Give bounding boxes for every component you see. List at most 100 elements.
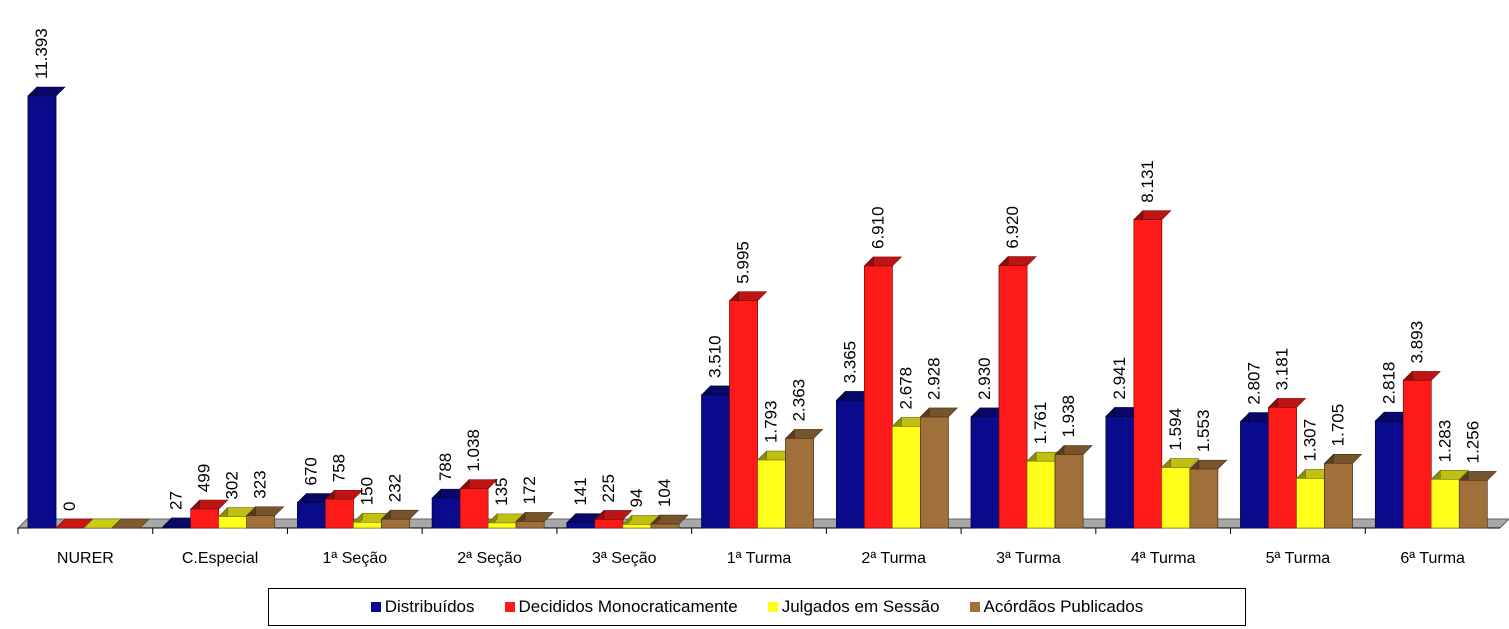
bar-front bbox=[970, 416, 1000, 529]
bar-front bbox=[246, 515, 276, 529]
data-label: 225 bbox=[599, 474, 618, 502]
bar-front bbox=[353, 522, 382, 529]
bar-front bbox=[1054, 454, 1084, 529]
bar-front bbox=[487, 522, 517, 529]
bar-front bbox=[729, 300, 758, 529]
legend-item-decididos: Decididos Monocraticamente bbox=[504, 597, 738, 617]
data-label: 0 bbox=[60, 502, 79, 511]
bar-front bbox=[757, 459, 786, 529]
bar-front bbox=[701, 394, 730, 529]
data-label: 2.807 bbox=[1245, 362, 1264, 405]
bar-front bbox=[325, 498, 354, 529]
legend-swatch-acordaos bbox=[969, 602, 980, 612]
x-tick-label: 4ª Turma bbox=[1131, 550, 1196, 567]
data-label: 2.930 bbox=[975, 357, 994, 400]
x-tick-label: 3ª Turma bbox=[996, 550, 1061, 567]
bar-front bbox=[381, 518, 410, 529]
bar-front bbox=[459, 488, 489, 529]
x-tick-label: 1ª Seção bbox=[322, 550, 387, 567]
bar-chart: 11.393 0 NURER 27 499 302 323 C.Especial 670 758 1… bbox=[16, 28, 1509, 567]
legend-item-acordaos: Acórdãos Publicados bbox=[969, 597, 1144, 617]
bar-front bbox=[1240, 421, 1269, 529]
legend: Distribuídos Decididos Monocraticamente … bbox=[268, 588, 1246, 626]
data-label: 27 bbox=[167, 491, 186, 510]
bar-front bbox=[1133, 219, 1163, 529]
x-tick-label: NURER bbox=[57, 550, 114, 567]
bar-front bbox=[1105, 416, 1135, 529]
data-label: 1.307 bbox=[1301, 419, 1320, 462]
data-label: 788 bbox=[436, 453, 455, 481]
data-label: 1.038 bbox=[464, 429, 483, 472]
legend-swatch-distribuidos bbox=[370, 602, 381, 612]
bar-zero bbox=[111, 518, 150, 529]
data-label: 104 bbox=[655, 479, 674, 507]
data-label: 11.393 bbox=[32, 28, 51, 79]
data-label: 135 bbox=[492, 478, 511, 506]
legend-swatch-decididos bbox=[504, 602, 515, 612]
bar-front bbox=[1268, 407, 1297, 529]
bar-front bbox=[218, 516, 248, 529]
data-label: 1.793 bbox=[762, 400, 781, 443]
data-label: 1.283 bbox=[1435, 420, 1454, 463]
x-tick-label: 2ª Turma bbox=[861, 550, 926, 567]
bar-front bbox=[566, 522, 596, 529]
data-label: 499 bbox=[195, 464, 214, 492]
data-label: 3.365 bbox=[840, 341, 859, 384]
data-label: 1.594 bbox=[1166, 408, 1185, 451]
x-tick-label: 3ª Seção bbox=[592, 550, 657, 567]
bar-front bbox=[1430, 479, 1460, 529]
bar-front bbox=[1189, 468, 1219, 529]
bar-front bbox=[1026, 460, 1056, 529]
data-label: 94 bbox=[627, 489, 646, 508]
bar-front bbox=[1458, 480, 1488, 529]
bar-front bbox=[515, 521, 545, 529]
data-label: 1.553 bbox=[1194, 410, 1213, 453]
data-label: 232 bbox=[385, 474, 404, 502]
legend-label-distribuidos: Distribuídos bbox=[384, 597, 475, 616]
legend-item-julgados: Julgados em Sessão bbox=[767, 597, 940, 617]
bar-front bbox=[594, 519, 624, 529]
bar-front bbox=[162, 526, 192, 529]
bar-front bbox=[1374, 420, 1404, 529]
bar-front bbox=[920, 416, 949, 529]
data-label: 2.928 bbox=[924, 357, 943, 400]
data-label: 1.938 bbox=[1059, 395, 1078, 438]
data-label: 1.761 bbox=[1031, 402, 1050, 445]
data-label: 2.818 bbox=[1379, 362, 1398, 405]
x-tick-label: 1ª Turma bbox=[727, 550, 792, 567]
bar-front bbox=[785, 438, 814, 529]
x-tick-label: 5ª Turma bbox=[1266, 550, 1331, 567]
bar-front bbox=[1296, 478, 1325, 529]
bar-front bbox=[998, 265, 1028, 529]
data-label: 1.705 bbox=[1329, 404, 1348, 447]
data-label: 1.256 bbox=[1463, 421, 1482, 464]
data-label: 3.181 bbox=[1273, 348, 1292, 391]
bar-front bbox=[431, 497, 461, 529]
bar-front bbox=[1324, 463, 1353, 529]
legend-label-decididos: Decididos Monocraticamente bbox=[518, 597, 738, 616]
bar-front bbox=[864, 265, 893, 529]
data-label: 302 bbox=[223, 471, 242, 499]
bar-front bbox=[836, 400, 865, 529]
bar-front bbox=[297, 502, 326, 529]
legend-label-acordaos: Acórdãos Publicados bbox=[983, 597, 1144, 616]
bar-front bbox=[650, 523, 680, 529]
bar-front bbox=[190, 508, 220, 529]
x-tick-label: C.Especial bbox=[182, 550, 258, 567]
legend-item-distribuidos: Distribuídos bbox=[370, 597, 475, 617]
legend-swatch-julgados bbox=[767, 602, 778, 612]
data-label: 323 bbox=[251, 470, 270, 498]
data-label: 141 bbox=[571, 477, 590, 505]
bar-front bbox=[892, 426, 921, 529]
legend-label-julgados: Julgados em Sessão bbox=[781, 597, 940, 616]
bar-front bbox=[27, 95, 57, 529]
data-label: 3.510 bbox=[706, 335, 725, 378]
data-label: 8.131 bbox=[1138, 160, 1157, 203]
data-label: 6.910 bbox=[868, 206, 887, 249]
data-label: 5.995 bbox=[734, 241, 753, 284]
data-label: 150 bbox=[357, 477, 376, 505]
data-label: 758 bbox=[329, 454, 348, 482]
data-label: 3.893 bbox=[1407, 321, 1426, 364]
data-label: 172 bbox=[520, 476, 539, 504]
data-label: 2.941 bbox=[1110, 357, 1129, 400]
